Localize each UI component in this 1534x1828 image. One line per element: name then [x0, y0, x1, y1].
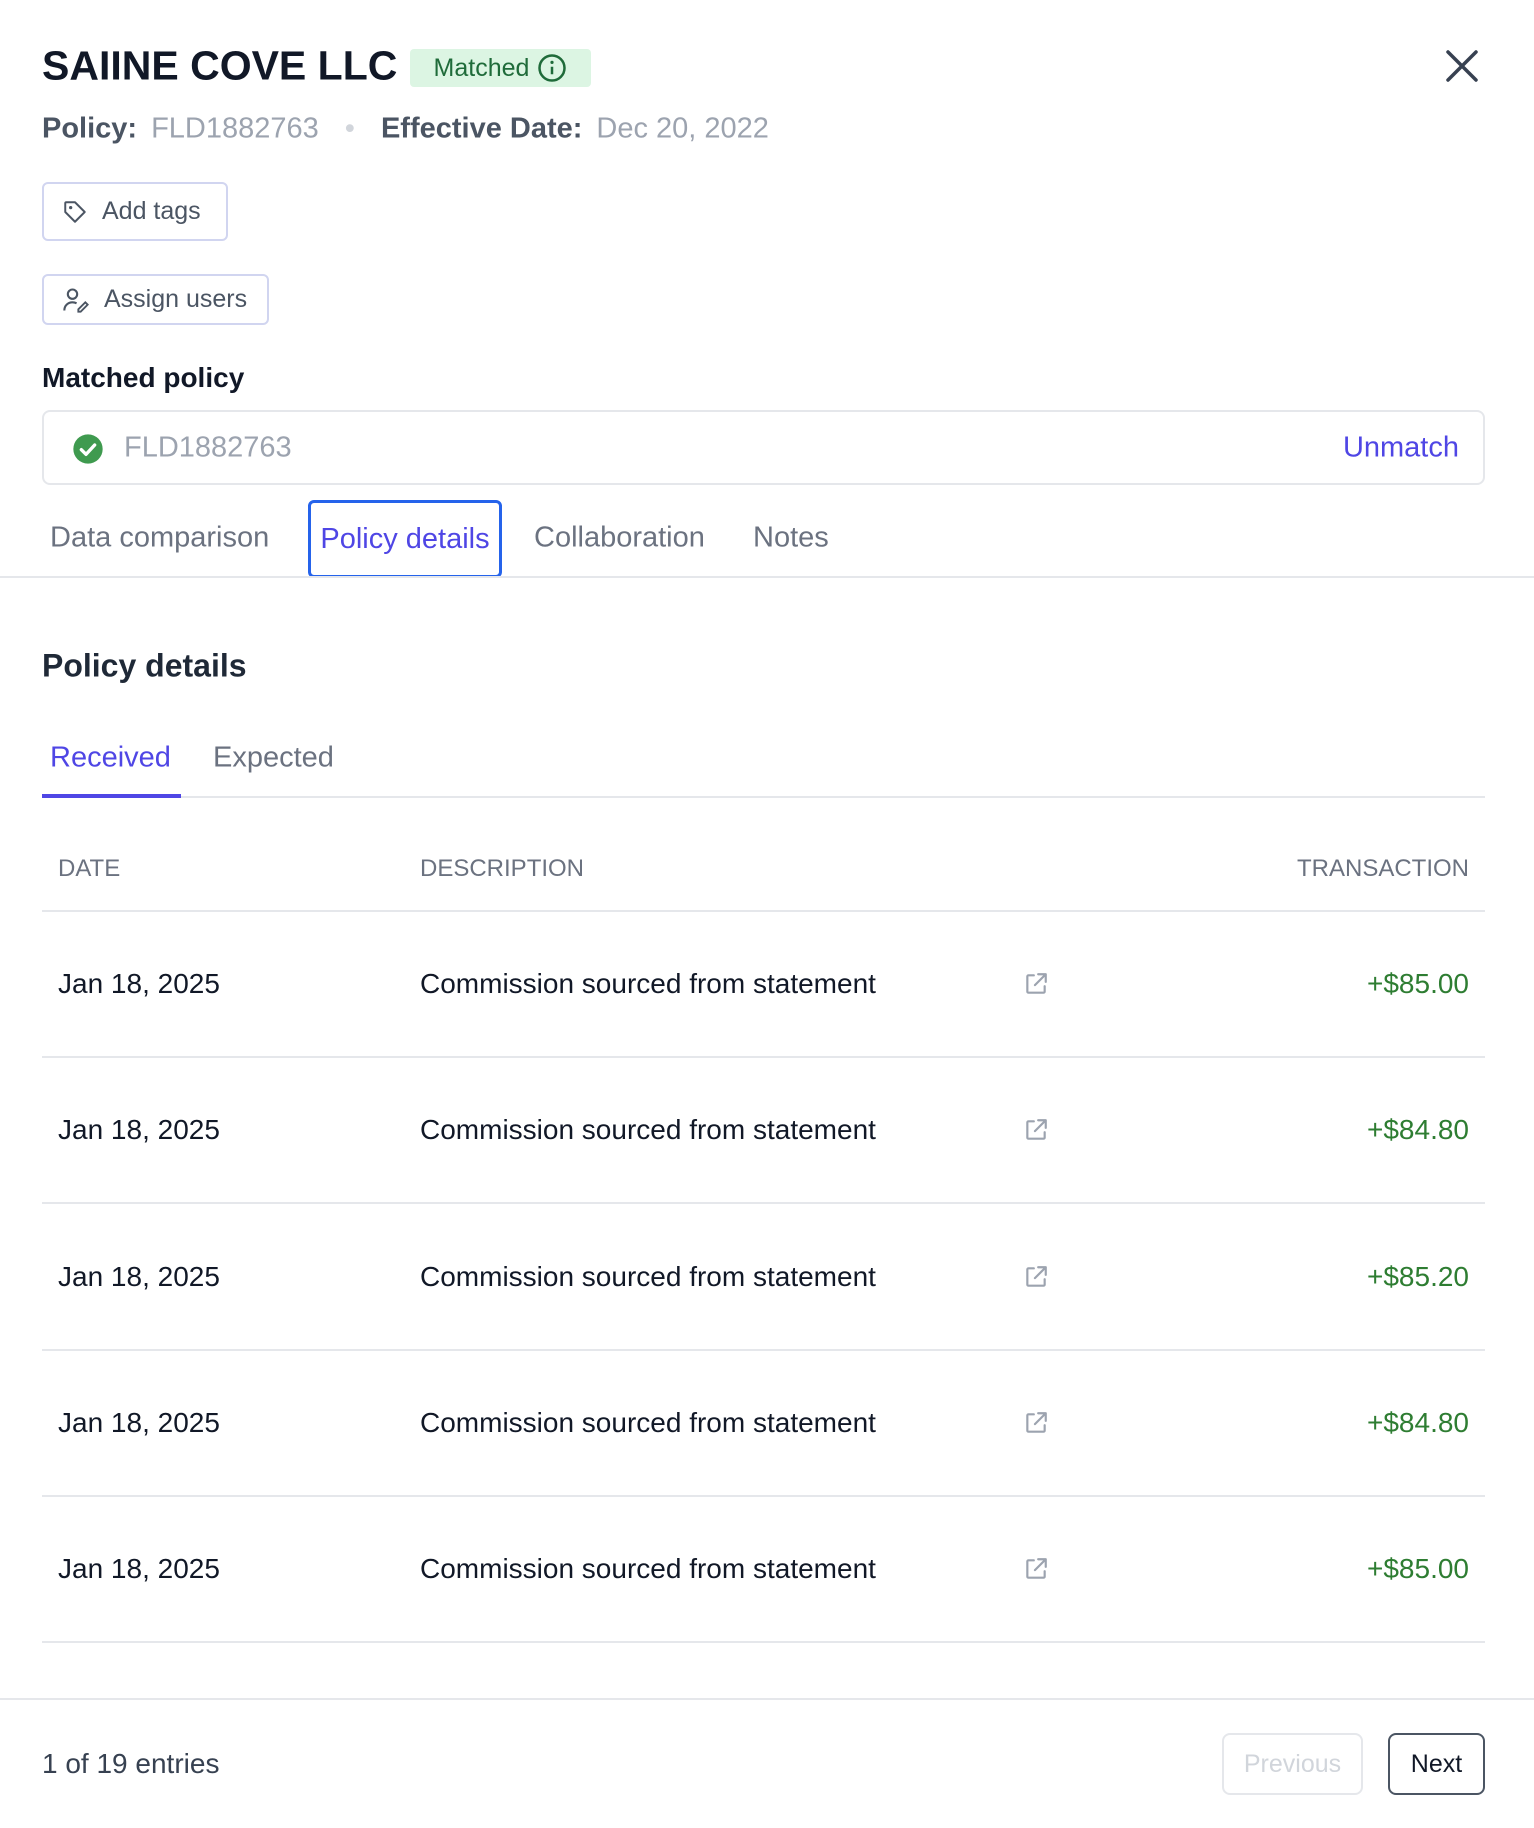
row-divider	[42, 1202, 1485, 1205]
external-link-icon[interactable]	[1023, 971, 1049, 997]
user-icon	[63, 287, 89, 313]
separator: •	[344, 112, 355, 145]
row-date: Jan 18, 2025	[58, 1406, 220, 1438]
divider	[0, 576, 1534, 578]
row-description: Commission sourced from statement	[420, 1114, 876, 1146]
divider	[42, 910, 1485, 912]
external-link-icon[interactable]	[1023, 1556, 1049, 1582]
status-text: Matched	[433, 53, 530, 82]
divider	[0, 1698, 1534, 1700]
tab-active[interactable]: Policy details	[308, 500, 502, 578]
icon	[1026, 1265, 1047, 1287]
matched-policy-box: FLD1882763 Unmatch	[42, 410, 1485, 485]
policy-number: FLD1882763	[151, 112, 319, 145]
row-amount: +$85.00	[1367, 1553, 1469, 1585]
tab-label: Policy details	[320, 522, 490, 555]
entries-count: 1 of 19 entries	[42, 1748, 220, 1779]
row-amount: +$85.00	[1367, 968, 1469, 999]
row-divider	[42, 1056, 1485, 1058]
check-icon	[73, 434, 103, 464]
divider	[42, 796, 1485, 798]
row-description: Commission sourced from statement	[420, 968, 876, 999]
row-divider	[42, 1348, 1485, 1351]
external-link-icon[interactable]	[1023, 1264, 1049, 1290]
icon	[1026, 1412, 1047, 1433]
title: SAIINE COVE LLC	[42, 42, 398, 89]
button-label: Add tags	[102, 197, 201, 225]
matched-policy-number: FLD1882763	[124, 431, 292, 464]
status-badge: Matched	[410, 49, 591, 87]
row-description: Commission sourced from statement	[420, 1406, 876, 1438]
section-title: Policy details	[42, 647, 247, 684]
close-button[interactable]	[1444, 48, 1480, 84]
row-amount: +$85.20	[1367, 1260, 1469, 1292]
column-header: DATE	[58, 855, 121, 882]
subtab-underline	[42, 794, 181, 798]
icon	[1026, 973, 1047, 994]
policy-label: Policy:	[42, 112, 138, 145]
effective-date: Dec 20, 2022	[596, 112, 769, 145]
button-label: Assign users	[104, 285, 248, 313]
row-amount: +$84.80	[1367, 1406, 1469, 1438]
assign-users-button[interactable]: Assign users	[42, 274, 269, 325]
column-header: TRANSACTION	[1296, 855, 1469, 882]
row-divider	[42, 1494, 1485, 1497]
row-date: Jan 18, 2025	[58, 1114, 220, 1146]
row-date: Jan 18, 2025	[58, 1260, 220, 1292]
info-icon	[538, 54, 567, 82]
tab[interactable]: Notes	[753, 521, 829, 554]
row-date: Jan 18, 2025	[58, 968, 220, 999]
subtab[interactable]: Expected	[213, 741, 334, 774]
subtab-active[interactable]: Received	[50, 741, 171, 774]
effective-label: Effective Date:	[380, 112, 583, 145]
tab[interactable]: Data comparison	[50, 521, 270, 554]
row-description: Commission sourced from statement	[420, 1553, 876, 1585]
icon	[1026, 1558, 1047, 1579]
matched-policy-label: Matched policy	[42, 362, 245, 393]
row-divider	[42, 1641, 1485, 1644]
row-date: Jan 18, 2025	[58, 1553, 220, 1585]
add-tags-button[interactable]: Add tags	[42, 182, 228, 241]
previous-button[interactable]: Previous	[1222, 1733, 1363, 1795]
next-button[interactable]: Next	[1388, 1733, 1485, 1795]
external-link-icon[interactable]	[1023, 1410, 1049, 1436]
external-link-icon[interactable]	[1023, 1117, 1049, 1143]
policy-line: Policy: FLD1882763 • Effective Date: Dec…	[42, 113, 769, 146]
tag-icon	[64, 200, 86, 223]
row-amount: +$84.80	[1367, 1114, 1469, 1146]
row-description: Commission sourced from statement	[420, 1260, 876, 1292]
icon	[1026, 1119, 1047, 1141]
button-label: Previous	[1243, 1749, 1342, 1778]
tab[interactable]: Collaboration	[534, 521, 705, 554]
button-label: Next	[1410, 1749, 1463, 1778]
column-header: DESCRIPTION	[420, 855, 585, 882]
unmatch-link[interactable]: Unmatch	[1342, 431, 1459, 464]
